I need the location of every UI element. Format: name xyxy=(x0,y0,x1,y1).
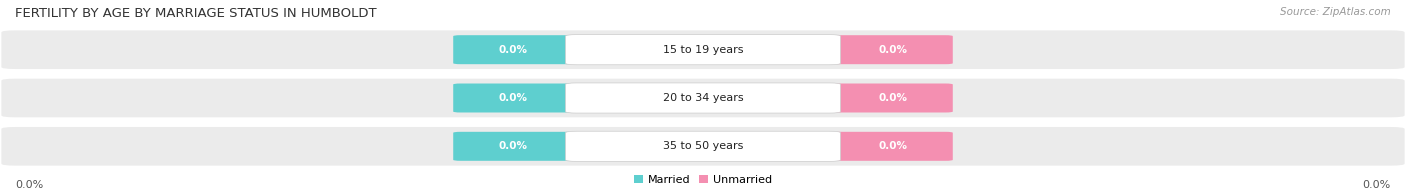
Legend: Married, Unmarried: Married, Unmarried xyxy=(630,170,776,189)
Text: 0.0%: 0.0% xyxy=(1362,180,1391,190)
FancyBboxPatch shape xyxy=(834,83,953,113)
FancyBboxPatch shape xyxy=(1,127,1405,166)
Text: 0.0%: 0.0% xyxy=(498,93,527,103)
Text: 0.0%: 0.0% xyxy=(498,141,527,151)
Text: 0.0%: 0.0% xyxy=(879,45,908,55)
FancyBboxPatch shape xyxy=(1,30,1405,69)
Text: 0.0%: 0.0% xyxy=(15,180,44,190)
Text: 20 to 34 years: 20 to 34 years xyxy=(662,93,744,103)
Text: 0.0%: 0.0% xyxy=(879,93,908,103)
FancyBboxPatch shape xyxy=(834,132,953,161)
Text: 0.0%: 0.0% xyxy=(879,141,908,151)
FancyBboxPatch shape xyxy=(565,35,841,65)
FancyBboxPatch shape xyxy=(565,83,841,113)
Text: 35 to 50 years: 35 to 50 years xyxy=(662,141,744,151)
FancyBboxPatch shape xyxy=(834,35,953,64)
FancyBboxPatch shape xyxy=(453,83,572,113)
FancyBboxPatch shape xyxy=(453,35,572,64)
Text: 15 to 19 years: 15 to 19 years xyxy=(662,45,744,55)
Text: Source: ZipAtlas.com: Source: ZipAtlas.com xyxy=(1279,7,1391,17)
FancyBboxPatch shape xyxy=(1,79,1405,117)
Text: 0.0%: 0.0% xyxy=(498,45,527,55)
FancyBboxPatch shape xyxy=(453,132,572,161)
FancyBboxPatch shape xyxy=(565,131,841,161)
Text: FERTILITY BY AGE BY MARRIAGE STATUS IN HUMBOLDT: FERTILITY BY AGE BY MARRIAGE STATUS IN H… xyxy=(15,7,377,20)
